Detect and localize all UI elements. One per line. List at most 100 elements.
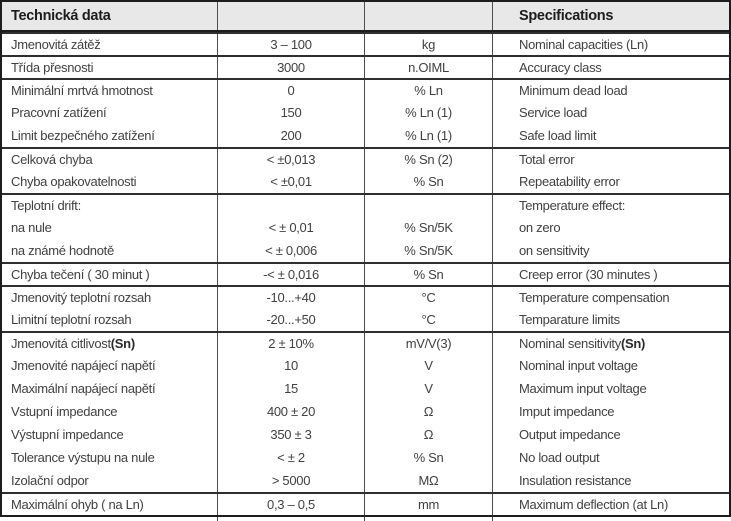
unit-cell: Ω [365, 400, 493, 423]
value-cell: 10 [218, 354, 365, 377]
english-label: Repeatability error [519, 174, 620, 189]
table-row: Jmenovitá zátěž 3 – 100 kg Nominal capaciti… [2, 32, 729, 55]
table-row: Jmenovité napájecí napětí 10 V Nominal inpu… [2, 354, 729, 377]
unit-cell: % Sn/5K [365, 239, 493, 262]
unit-cell: Ω [365, 423, 493, 446]
value-cell: < ±0,013 [218, 149, 365, 170]
unit-cell [365, 195, 493, 216]
table-row: Vstupní impedance 400 ± 20 Ω Imput impedanc… [2, 400, 729, 423]
table-body: Jmenovitá zátěž 3 – 100 kg Nominal capaciti… [2, 32, 729, 515]
unit-cell: % Ln (1) [365, 101, 493, 124]
english-label: Maximum input voltage [519, 381, 647, 396]
unit-cell: kg [365, 34, 493, 55]
english-label: Total error [519, 152, 575, 167]
unit-cell: % Ln [365, 80, 493, 101]
english-label: Nominal capacities (Ln) [519, 37, 648, 52]
value-cell: 15 [218, 377, 365, 400]
table-row: Teplotní drift: Temperature effect: [2, 193, 729, 216]
czech-label: Maximální napájecí napětí [2, 377, 218, 400]
value-cell: < ± 2 [218, 446, 365, 469]
value-cell: 200 [218, 124, 365, 147]
czech-label: Jmenovitý teplotní rozsah [2, 287, 218, 308]
czech-label: Jmenovitá zátěž [2, 34, 218, 55]
czech-label: Limit bezpečného zatížení [2, 124, 218, 147]
czech-label: Výstupní impedance [2, 423, 218, 446]
table-row: Třída přesnosti 3000 n.OIML Accuracy class [2, 55, 729, 78]
czech-label: Jmenovitá citlivost (Sn) [2, 333, 218, 354]
unit-cell: % Sn [365, 170, 493, 193]
czech-label: Celková chyba [2, 149, 218, 170]
czech-label: Minimální mrtvá hmotnost [2, 80, 218, 101]
value-cell: 400 ± 20 [218, 400, 365, 423]
english-label: Minimum dead load [519, 83, 628, 98]
unit-cell: MΩ [365, 469, 493, 492]
column-line-stub [492, 517, 493, 521]
value-cell: < ± 0,006 [218, 239, 365, 262]
table-row: na nule < ± 0,01% Sn/5K on zero [2, 216, 729, 239]
czech-label: Chyba tečení ( 30 minut ) [2, 264, 218, 285]
table-row: Limit bezpečného zatížení 200% Ln (1) Safe… [2, 124, 729, 147]
czech-label: Jmenovité napájecí napětí [2, 354, 218, 377]
czech-label: Vstupní impedance [2, 400, 218, 423]
table-row: Minimální mrtvá hmotnost 0% Ln Minimum dea… [2, 78, 729, 101]
unit-cell: °C [365, 308, 493, 331]
header-unit [365, 2, 493, 30]
table-row: Maximální napájecí napětí 15 V Maximum inpu… [2, 377, 729, 400]
table-row: Pracovní zatížení 150% Ln (1) Service load [2, 101, 729, 124]
table-row: Limitní teplotní rozsah -20...+50 °C Tempar… [2, 308, 729, 331]
english-label: Maximum deflection (at Ln) [519, 497, 668, 512]
english-label: Temperature compensation [519, 290, 670, 305]
czech-label: Teplotní drift: [2, 195, 218, 216]
table-row: Tolerance výstupu na nule < ± 2% Sn No loa… [2, 446, 729, 469]
english-label: Nominal input voltage [519, 358, 638, 373]
table-row: Jmenovitá citlivost (Sn) 2 ± 10% mV/V(3) No… [2, 331, 729, 354]
value-cell: < ± 0,01 [218, 216, 365, 239]
unit-cell: mm [365, 494, 493, 515]
unit-cell: % Sn/5K [365, 216, 493, 239]
czech-label: Limitní teplotní rozsah [2, 308, 218, 331]
english-label: Temperature effect: [519, 198, 626, 213]
english-label: Service load [519, 105, 587, 120]
value-cell: 0 [218, 80, 365, 101]
czech-label: Pracovní zatížení [2, 101, 218, 124]
value-cell: 150 [218, 101, 365, 124]
column-line-stub [364, 517, 365, 521]
column-line-stubs [0, 517, 731, 521]
english-label: Safe load limit [519, 128, 597, 143]
unit-cell: % Ln (1) [365, 124, 493, 147]
english-label: on sensitivity [519, 243, 590, 258]
unit-cell: V [365, 377, 493, 400]
table-row: Výstupní impedance 350 ± 3 Ω Output impedan… [2, 423, 729, 446]
english-label: Imput impedance [519, 404, 615, 419]
table-row: Chyba tečení ( 30 minut ) -< ± 0,016% Sn C… [2, 262, 729, 285]
value-cell [218, 195, 365, 216]
english-label: Insulation resistance [519, 473, 632, 488]
english-label: No load output [519, 450, 600, 465]
table-row: Jmenovitý teplotní rozsah -10...+40 °C Temp… [2, 285, 729, 308]
english-label: Output impedance [519, 427, 621, 442]
czech-label: na známé hodnotě [2, 239, 218, 262]
czech-label: na nule [2, 216, 218, 239]
header-czech: Technická data [2, 2, 218, 30]
unit-cell: V [365, 354, 493, 377]
table-row: na známé hodnotě < ± 0,006% Sn/5K on sensi… [2, 239, 729, 262]
value-cell: 0,3 – 0,5 [218, 494, 365, 515]
header-value [218, 2, 365, 30]
english-label: Accuracy class [519, 60, 602, 75]
unit-cell: % Sn [365, 264, 493, 285]
english-label: Creep error (30 minutes ) [519, 267, 658, 282]
english-label: on zero [519, 220, 561, 235]
value-cell: 3000 [218, 57, 365, 78]
czech-label: Maximální ohyb ( na Ln) [2, 494, 218, 515]
value-cell: 2 ± 10% [218, 333, 365, 354]
value-cell: < ±0,01 [218, 170, 365, 193]
value-cell: > 5000 [218, 469, 365, 492]
english-label: Temparature limits [519, 312, 620, 327]
value-cell: -< ± 0,016 [218, 264, 365, 285]
value-cell: 350 ± 3 [218, 423, 365, 446]
table-row: Maximální ohyb ( na Ln) 0,3 – 0,5 mm Maximu… [2, 492, 729, 515]
unit-cell: °C [365, 287, 493, 308]
czech-label: Třída přesnosti [2, 57, 218, 78]
